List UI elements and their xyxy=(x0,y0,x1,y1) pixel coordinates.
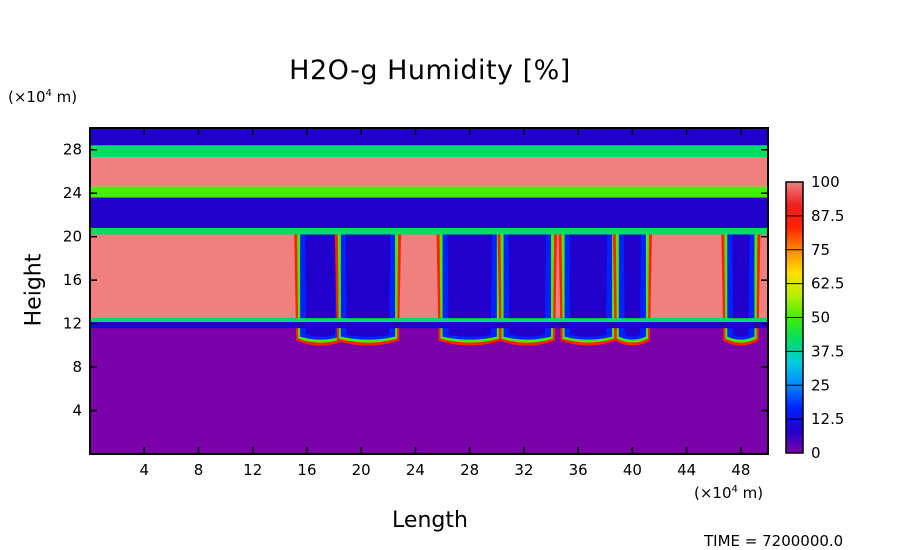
x-tick-label: 4 xyxy=(139,461,149,479)
x-tick-label: 40 xyxy=(623,461,642,479)
y-axis-unit: (×104 m) xyxy=(8,88,78,106)
dry-core xyxy=(508,234,547,337)
colorbar-label: 50 xyxy=(811,309,830,327)
colorbar-label: 37.5 xyxy=(811,342,844,360)
humidity-band-4 xyxy=(90,197,768,228)
dry-core xyxy=(345,234,391,337)
cloud-base-dry xyxy=(90,322,768,329)
dry-core xyxy=(305,234,336,337)
x-axis-unit: (×104 m) xyxy=(694,484,764,502)
colorbar-label: 75 xyxy=(811,241,830,259)
colorbar-label: 25 xyxy=(811,376,830,394)
x-tick-label: 16 xyxy=(297,461,316,479)
dry-core xyxy=(623,234,641,337)
colorbar-label: 12.5 xyxy=(811,410,844,428)
dry-intrusion-5 xyxy=(612,234,652,346)
dry-intrusion-4 xyxy=(558,234,619,346)
colorbar-label: 62.5 xyxy=(811,275,844,293)
x-axis-label: Length xyxy=(392,508,468,533)
dry-intrusion-2 xyxy=(436,234,503,346)
humidity-band-2 xyxy=(90,157,768,187)
humidity-band-7 xyxy=(90,318,768,454)
x-tick-label: 8 xyxy=(194,461,204,479)
dry-intrusion-6 xyxy=(721,234,761,346)
humidity-band-3 xyxy=(90,186,768,198)
humidity-band-6 xyxy=(90,234,768,319)
y-tick-label: 16 xyxy=(63,271,82,289)
x-tick-label: 32 xyxy=(514,461,533,479)
x-tick-label: 12 xyxy=(243,461,262,479)
x-tick-label: 28 xyxy=(460,461,479,479)
y-tick-label: 20 xyxy=(63,228,82,246)
x-tick-label: 20 xyxy=(352,461,371,479)
plot-frame xyxy=(89,127,769,455)
y-tick-label: 12 xyxy=(63,315,82,333)
y-tick-label: 28 xyxy=(63,141,82,159)
cloud-base-edge xyxy=(90,318,768,323)
y-tick-label: 24 xyxy=(63,184,82,202)
dry-intrusion-0 xyxy=(294,234,347,346)
chart-title: H2O-g Humidity [%] xyxy=(289,55,571,86)
colorbar-label: 87.5 xyxy=(811,207,844,225)
dry-intrusion-3 xyxy=(497,234,558,346)
heatmap-field xyxy=(90,128,768,454)
x-tick-label: 24 xyxy=(406,461,425,479)
x-tick-label: 48 xyxy=(731,461,750,479)
dry-core xyxy=(447,234,492,337)
humidity-band-5 xyxy=(90,227,768,235)
y-tick-label: 4 xyxy=(72,402,82,420)
dry-core xyxy=(732,234,750,337)
colorbar-label: 0 xyxy=(811,444,821,462)
x-tick-label: 36 xyxy=(569,461,588,479)
dry-intrusion-1 xyxy=(334,234,402,346)
humidity-band-0 xyxy=(90,128,768,146)
colorbar: 100 87.5 75 62.5 50 37.5 25 12.5 0 xyxy=(785,173,844,462)
x-tick-label: 44 xyxy=(677,461,696,479)
colorbar-label: 100 xyxy=(811,173,840,191)
dry-core xyxy=(569,234,608,337)
y-tick-label: 8 xyxy=(72,358,82,376)
humidity-band-1 xyxy=(90,145,768,158)
